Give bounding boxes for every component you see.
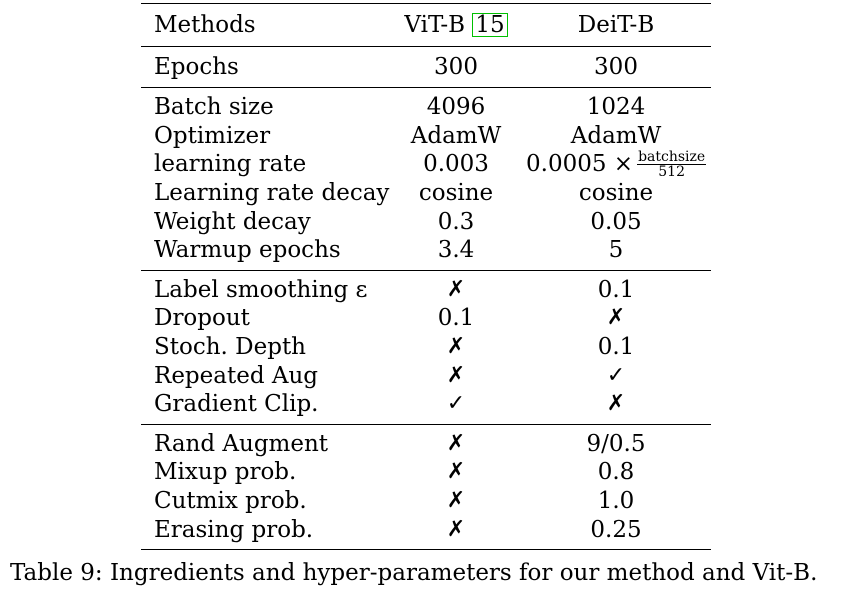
vit-value: cosine	[418, 180, 494, 207]
table-row: Stoch. Depth ✗ 0.1	[141, 333, 711, 362]
deit-value: AdamW	[570, 122, 662, 149]
optim-section: Batch size 4096 1024 Optimizer AdamW Ada…	[141, 93, 711, 265]
header-vit: ViT-B 15	[386, 11, 526, 39]
deit-value: 0.1	[597, 276, 635, 303]
vit-value: AdamW	[410, 122, 502, 149]
vit-value: ✓	[446, 391, 466, 417]
deit-value: 0.1	[597, 334, 635, 361]
table-row: Optimizer AdamW AdamW	[141, 122, 711, 151]
row-label: Epochs	[154, 54, 239, 80]
vit-value: ✗	[446, 459, 466, 485]
deit-value: 0.25	[590, 516, 642, 543]
regularization-section: Label smoothing ε ✗ 0.1 Dropout 0.1 ✗ St…	[141, 276, 711, 419]
row-label: Optimizer	[154, 122, 271, 149]
top-rule	[141, 3, 711, 4]
vit-value: 4096	[426, 94, 486, 121]
deit-value: 1.0	[597, 488, 635, 515]
vit-value: ✗	[446, 362, 466, 388]
table-row: Warmup epochs 3.4 5	[141, 236, 711, 265]
section-rule	[141, 269, 711, 271]
augmentation-section: Rand Augment ✗ 9/0.5 Mixup prob. ✗ 0.8 C…	[141, 430, 711, 544]
lr-fraction: batchsize 512	[637, 149, 707, 181]
header-deit: DeiT-B	[577, 12, 655, 38]
lr-fraction-denominator: 512	[658, 164, 685, 181]
header-vit-label: ViT-B	[404, 12, 466, 38]
deit-value: ✗	[606, 391, 626, 417]
row-label: Stoch. Depth	[154, 334, 306, 361]
vit-value: ✗	[446, 516, 466, 542]
row-label: Cutmix prob.	[154, 488, 307, 515]
table-row: learning rate 0.003 0.0005 × batchsize 512	[141, 150, 711, 179]
header-row: Methods ViT-B 15 DeiT-B	[141, 4, 711, 46]
row-label: Mixup prob.	[154, 459, 297, 486]
table-row: Rand Augment ✗ 9/0.5	[141, 430, 711, 459]
vit-value: ✗	[446, 430, 466, 456]
row-label: Learning rate decay	[154, 180, 390, 207]
row-label: learning rate	[154, 151, 307, 178]
table-row: Erasing prob. ✗ 0.25	[141, 515, 711, 544]
citation-link[interactable]: 15	[472, 13, 508, 37]
vit-value: 0.3	[437, 208, 475, 235]
lr-fraction-numerator: batchsize	[637, 149, 707, 166]
table-row: Mixup prob. ✗ 0.8	[141, 458, 711, 487]
row-label: Weight decay	[154, 208, 311, 235]
deit-value: 0.0005 × batchsize 512	[526, 149, 707, 181]
table-row: Learning rate decay cosine cosine	[141, 179, 711, 208]
table-row: Weight decay 0.3 0.05	[141, 207, 711, 236]
row-label: Erasing prob.	[154, 516, 314, 543]
section-rule	[141, 87, 711, 88]
deit-value: cosine	[578, 180, 654, 207]
deit-value: 0.05	[590, 208, 642, 235]
hyperparameter-table: Methods ViT-B 15 DeiT-B Epochs 300 300 B…	[141, 3, 711, 550]
table-row: Cutmix prob. ✗ 1.0	[141, 487, 711, 516]
lr-prefix: 0.0005 ×	[526, 150, 634, 177]
table-row: Repeated Aug ✗ ✓	[141, 361, 711, 390]
header-methods: Methods	[154, 12, 256, 38]
header-rule	[141, 46, 711, 47]
table-caption: Table 9: Ingredients and hyper-parameter…	[10, 560, 818, 586]
deit-value: 0.8	[597, 459, 635, 486]
vit-value: 0.1	[437, 305, 475, 332]
table-row: Label smoothing ε ✗ 0.1	[141, 276, 711, 305]
row-label: Batch size	[154, 94, 274, 121]
deit-value: 9/0.5	[586, 430, 646, 457]
row-label: Repeated Aug	[154, 362, 319, 389]
vit-value: 300	[434, 54, 478, 80]
deit-value: 5	[608, 237, 624, 264]
deit-value: ✗	[606, 305, 626, 331]
table-row: Epochs 300 300	[141, 47, 711, 87]
row-label: Warmup epochs	[154, 237, 341, 264]
bottom-rule	[141, 548, 711, 550]
row-label: Label smoothing ε	[154, 276, 368, 303]
row-label: Dropout	[154, 305, 250, 332]
table-row: Batch size 4096 1024	[141, 93, 711, 122]
section-rule	[141, 423, 711, 425]
vit-value: ✗	[446, 488, 466, 514]
vit-value: 0.003	[423, 151, 489, 178]
deit-value: 1024	[586, 94, 646, 121]
table-row: Gradient Clip. ✓ ✗	[141, 390, 711, 419]
deit-value: 300	[594, 54, 638, 80]
row-label: Rand Augment	[154, 430, 329, 457]
vit-value: ✗	[446, 334, 466, 360]
deit-value: ✓	[606, 362, 626, 388]
table-row: Dropout 0.1 ✗	[141, 304, 711, 333]
vit-value: ✗	[446, 276, 466, 302]
row-label: Gradient Clip.	[154, 391, 319, 418]
vit-value: 3.4	[437, 237, 475, 264]
